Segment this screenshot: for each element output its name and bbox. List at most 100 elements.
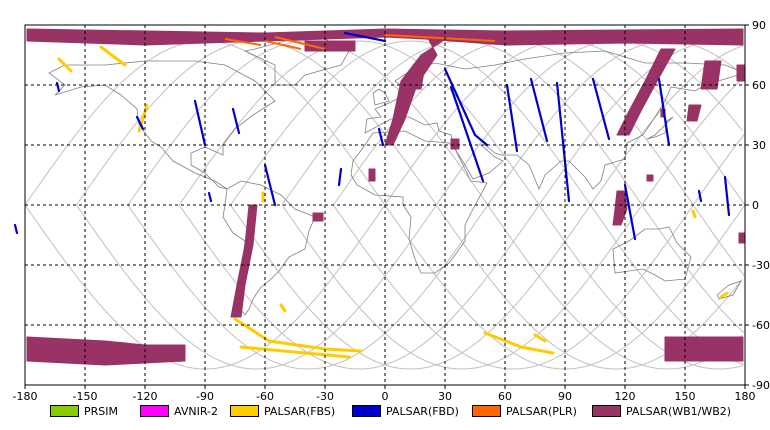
fbs-swath-fbs-8: [533, 333, 547, 343]
orbit-track: [230, 204, 592, 370]
fbd-swath-fbd-5: [377, 127, 385, 147]
axis-ticks: -180 -150 -120 -90 -60 -30 0 30 60 90 120 150 180 90 6…: [13, 19, 770, 403]
coastline: [48, 60, 276, 190]
x-tick-label: 180: [735, 390, 756, 403]
legend-label: PRSIM: [84, 404, 118, 418]
fbs-swath-fbs-10: [719, 291, 729, 299]
y-tick-label: -60: [752, 319, 770, 332]
fbd-swath-fbd-18: [135, 115, 145, 131]
fbs-swath-fbs-7: [483, 331, 555, 355]
orbit-track: [641, 77, 745, 206]
wb-swath-antarctic-east: [664, 336, 744, 362]
x-tick-label: -90: [196, 390, 214, 403]
x-tick-label: -150: [73, 390, 98, 403]
x-tick-label: 90: [558, 390, 572, 403]
fbd-swath-fbd-10: [529, 77, 549, 143]
orbit-track: [75, 204, 437, 370]
orbit-track: [230, 40, 592, 206]
orbit-track: [435, 40, 743, 206]
coastline: [646, 116, 674, 140]
plr-swath-plr-1: [274, 36, 326, 50]
legend-label: PALSAR(WB1/WB2): [626, 404, 732, 418]
fbs-swath-fbs-1: [57, 57, 73, 73]
fbd-swath-fbd-19: [13, 223, 19, 235]
coastline: [222, 180, 316, 316]
y-tick-label: 0: [752, 199, 759, 212]
fbd-swath-fbd-16: [723, 175, 731, 217]
x-tick-label: 120: [615, 390, 636, 403]
plr-swath-plr-2: [264, 40, 302, 50]
y-tick-label: 30: [752, 139, 766, 152]
y-tick-label: -30: [752, 259, 770, 272]
orbit-track: [487, 204, 743, 370]
fbd-swath-fbd-1: [193, 99, 207, 147]
wb-swath-indonesia: [646, 174, 654, 182]
legend-swatch: [230, 405, 259, 417]
legend-label: PALSAR(FBD): [386, 404, 459, 418]
fbd-swath-fbd-6: [443, 67, 489, 147]
fbd-swath-fbd-20: [207, 191, 213, 203]
x-tick-label: 60: [498, 390, 512, 403]
orbit-track: [589, 45, 744, 206]
fbd-swath-fbd-2: [231, 107, 241, 135]
wb-swath-kamchatka: [700, 60, 722, 90]
orbit-track: [692, 134, 745, 206]
fbs-swath-fbs-6: [279, 303, 287, 313]
orbit-track: [178, 40, 540, 206]
coastline: [372, 88, 390, 106]
legend-item: PRSIM: [50, 402, 118, 420]
x-tick-label: -60: [256, 390, 274, 403]
fbd-swath-fbd-8: [449, 85, 485, 183]
wb-swath-andes-strip: [230, 204, 258, 318]
coastline: [716, 280, 742, 300]
orbit-track: [332, 204, 694, 370]
x-tick-label: 150: [675, 390, 696, 403]
x-tick-label: -30: [316, 390, 334, 403]
coastline: [612, 226, 692, 282]
fbs-swath-fbs-4: [233, 317, 363, 353]
legend-label: AVNIR-2: [174, 404, 218, 418]
fbd-swath-fbd-15: [697, 189, 703, 203]
orbit-track: [487, 40, 743, 206]
y-tick-label: 60: [752, 79, 766, 92]
fbd-swath-fbd-13: [623, 183, 637, 241]
x-tick-label: 30: [438, 390, 452, 403]
legend-swatch: [352, 405, 381, 417]
wb-swath-caribbean: [368, 168, 376, 182]
orbit-track: [127, 204, 489, 370]
fbs-swath-fbs-3: [137, 103, 149, 133]
fbd-swath-fbd-4: [343, 31, 387, 43]
legend-swatch: [472, 405, 501, 417]
legend-item: PALSAR(FBS): [230, 402, 335, 420]
x-tick-label: -180: [13, 390, 38, 403]
coastline: [364, 50, 747, 191]
wb-swath-siberia-arc: [616, 48, 676, 136]
x-tick-label: -120: [133, 390, 158, 403]
legend-label: PALSAR(PLR): [506, 404, 577, 418]
fbd-swath-fbd-17: [55, 81, 61, 93]
fbd-swath-fbd-14: [657, 77, 671, 147]
legend-swatch: [140, 405, 169, 417]
legend: PRSIM AVNIR-2 PALSAR(FBS) PALSAR(FBD) PALSAR…: [40, 402, 760, 422]
legend-item: PALSAR(PLR): [472, 402, 577, 420]
fbd-swath-fbd-12: [591, 77, 611, 141]
wb-swath-sakhalin: [686, 104, 702, 122]
plr-swath-plr-4: [384, 34, 496, 42]
wb-swath-kamchatka-2: [736, 64, 746, 82]
y-tick-label: -90: [752, 379, 770, 392]
fbs-swath-fbs-2: [99, 45, 127, 67]
wb-swath-amazon: [312, 212, 324, 222]
fbd-swath-fbd-9: [505, 83, 519, 153]
plr-swath-plr-3: [224, 38, 262, 46]
orbit-track: [538, 204, 744, 370]
legend-swatch: [50, 405, 79, 417]
wb-swath-scandinavia-strip: [408, 64, 426, 90]
orbit-track: [435, 204, 743, 370]
x-tick-label: 0: [382, 390, 389, 403]
legend-item: PALSAR(WB1/WB2): [592, 402, 731, 420]
orbit-track: [692, 204, 745, 276]
orbit-track: [281, 204, 643, 370]
legend-swatch: [592, 405, 621, 417]
fbs-swath-fbs-5: [239, 345, 351, 359]
